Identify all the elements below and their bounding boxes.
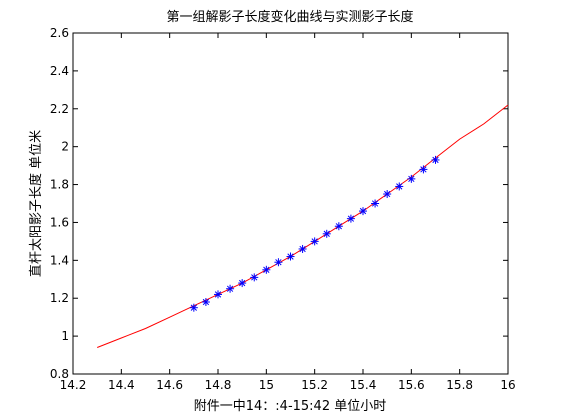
x-tick-label: 14.8 [205,378,232,392]
y-tick-label: 0.8 [50,367,69,381]
data-point-marker [250,273,259,282]
data-point-marker [286,252,295,261]
data-point-marker [383,190,392,199]
y-tick-label: 1.2 [50,291,69,305]
y-tick-label: 1.6 [50,215,69,229]
data-point-marker [395,182,404,191]
data-point-marker [274,258,283,267]
y-tick-label: 1.4 [50,253,69,267]
series-layer [97,104,509,348]
x-axis-label: 附件一中14：:4-15:42 单位小时 [194,399,386,414]
x-tick-label: 14.2 [60,378,87,392]
data-point-marker [419,165,428,174]
data-point-marker [214,290,222,299]
data-point-marker [189,303,198,312]
x-tick-label: 15.6 [398,378,425,392]
axis-tick-labels: 14.2 14.4 14.6 14.8 15 15.2 15.4 15.6 15.8 16 0.8 1… [50,26,516,392]
y-axis-label: 直杆太阳影子长度 单位米 [28,130,44,277]
x-tick-label: 15 [259,378,274,392]
data-point-marker [201,298,210,307]
data-point-marker [298,244,307,253]
data-point-marker [431,155,440,164]
data-point-marker [359,207,367,216]
y-tick-label: 1 [61,329,69,343]
x-tick-label: 16 [500,378,515,392]
axis-ticks [72,32,509,375]
y-tick-label: 2.4 [50,64,69,78]
data-point-marker [346,214,355,223]
x-tick-label: 15.8 [446,378,473,392]
data-point-marker [334,222,343,231]
x-tick-label: 15.2 [301,378,328,392]
data-point-marker [226,284,235,293]
plot-area [72,32,509,375]
chart-title: 第一组解影子长度变化曲线与实测影子长度 [166,9,413,25]
data-point-marker [262,265,271,274]
x-tick-label: 15.4 [350,378,377,392]
data-point-marker [371,199,380,208]
data-point-marker [407,174,416,183]
x-tick-label: 14.6 [156,378,183,392]
data-point-marker [238,279,247,288]
x-tick-label: 14.4 [108,378,135,392]
y-tick-label: 1.8 [50,178,69,192]
data-point-marker [322,229,331,238]
data-point-marker [310,237,319,246]
y-tick-label: 2.6 [50,26,69,40]
y-tick-label: 2.2 [50,102,69,116]
y-tick-label: 2 [61,140,69,154]
